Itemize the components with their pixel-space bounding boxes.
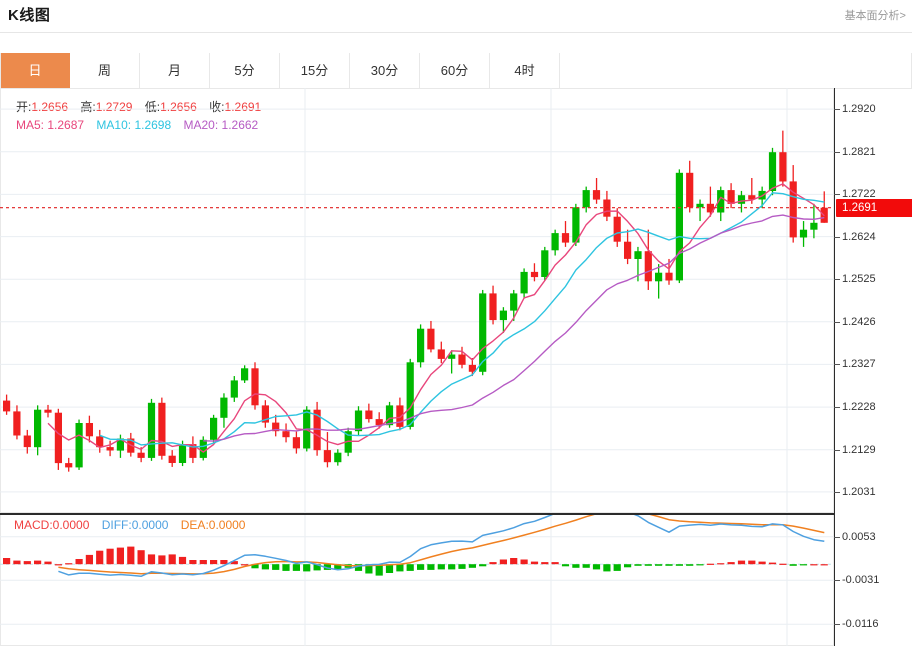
ma5-value: 1.2687 [47, 118, 85, 132]
timeframe-tabs: 日周月 5分 15分 30分 60分 4时 [0, 53, 912, 88]
price-tick [834, 364, 840, 366]
price-tick [834, 151, 840, 153]
ma20-label: MA20: [183, 118, 219, 132]
tab-0[interactable]: 日 [0, 53, 70, 88]
tab-7[interactable]: 4时 [490, 53, 560, 88]
ma5-label: MA5: [16, 118, 45, 132]
price-tick [834, 321, 840, 323]
page-header: K线图 基本面分析> [0, 0, 912, 32]
price-plot-frame [0, 88, 834, 513]
price-tick [834, 407, 840, 409]
price-tick-label: 1.2129 [842, 443, 876, 456]
price-tick [834, 279, 840, 281]
price-axis-rule [834, 88, 835, 646]
ohlc-line-price: 开:1.2656 高:1.2729 低:1.2656 收:1.2691 [16, 98, 261, 116]
tab-6[interactable]: 60分 [420, 53, 490, 88]
low-label: 低: [144, 100, 161, 114]
price-tick-label: 1.2426 [842, 315, 876, 328]
fundamental-analysis-link[interactable]: 基本面分析> [844, 10, 906, 22]
tab-1[interactable]: 周 [70, 53, 140, 88]
macd-value: 0.0000 [52, 518, 90, 532]
close-label: 收: [209, 100, 225, 114]
price-tick [834, 236, 840, 238]
tab-3[interactable]: 5分 [210, 53, 280, 88]
tab-5[interactable]: 30分 [350, 53, 420, 88]
dea-label: DEA: [180, 518, 209, 532]
macd-divider [0, 513, 834, 515]
open-value: 1.2656 [31, 100, 69, 114]
price-tick [834, 109, 840, 111]
price-tick-label: 1.2228 [842, 401, 876, 414]
macd-tick [834, 536, 840, 538]
macd-tick-label: -0.0116 [842, 618, 879, 631]
price-tick-label: 1.2525 [842, 273, 876, 286]
macd-tick [834, 580, 840, 582]
price-tick-label: 1.2821 [842, 145, 876, 158]
high-label: 高: [80, 100, 96, 114]
macd-tick [834, 624, 840, 626]
tab-4[interactable]: 15分 [280, 53, 350, 88]
ma10-value: 1.2698 [134, 118, 172, 132]
tabs-underline [0, 88, 912, 89]
macd-label: MACD: [14, 518, 53, 532]
header-divider [0, 32, 912, 33]
price-tick-label: 1.2624 [842, 230, 876, 243]
ohlc-line-ma: MA5: 1.2687 MA10: 1.2698 MA20: 1.2662 [16, 116, 261, 134]
macd-axis: 0.0053 -0.0031 -0.0116 [834, 515, 912, 646]
tab-2[interactable]: 月 [140, 53, 210, 88]
price-tick-label: 1.2327 [842, 358, 876, 371]
price-tick-label: 1.2722 [842, 188, 876, 201]
ma10-label: MA10: [96, 118, 132, 132]
diff-value: 0.0000 [131, 518, 169, 532]
macd-tick-label: 0.0053 [842, 530, 876, 543]
price-tick-label: 1.2031 [842, 485, 876, 498]
tab-filler [560, 53, 912, 88]
price-tick [834, 491, 840, 493]
high-value: 1.2729 [95, 100, 133, 114]
current-price-tag: 1.2691 [836, 198, 912, 217]
macd-tick-label: -0.0031 [842, 574, 880, 587]
price-axis: 1.2920 1.2821 1.2722 1.2624 1.2525 1.2426 1.23… [834, 88, 912, 513]
chart-area: 开:1.2656 高:1.2729 低:1.2656 收:1.2691 MA5:… [0, 88, 912, 646]
low-value: 1.2656 [160, 100, 197, 114]
open-label: 开: [16, 100, 32, 114]
macd-legend: MACD:0.0000 DIFF:0.0000 DEA:0.0000 [14, 518, 245, 532]
ma20-value: 1.2662 [221, 118, 259, 132]
ohlc-legend: 开:1.2656 高:1.2729 低:1.2656 收:1.2691 MA5:… [16, 98, 261, 134]
dea-value: 0.0000 [208, 518, 246, 532]
page-title: K线图 [8, 7, 51, 24]
price-tick [834, 449, 840, 451]
price-tick-label: 1.2920 [842, 103, 876, 116]
diff-label: DIFF: [101, 518, 132, 532]
price-tick [834, 194, 840, 196]
candlestick-chart[interactable] [0, 88, 834, 513]
close-value: 1.2691 [224, 100, 262, 114]
macd-chart[interactable] [0, 515, 834, 646]
